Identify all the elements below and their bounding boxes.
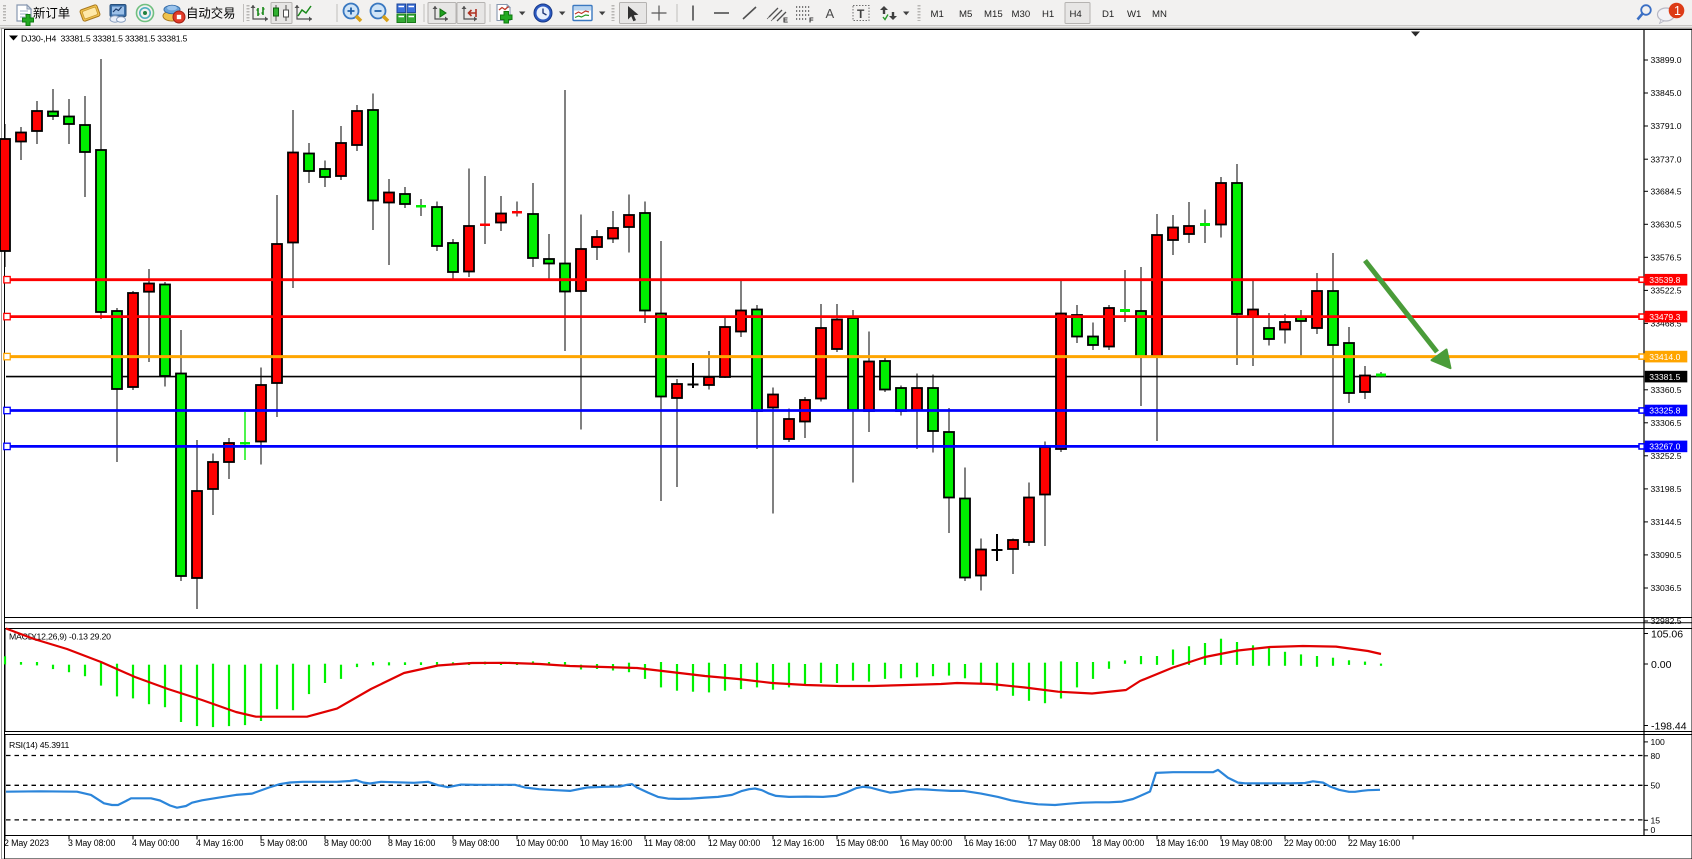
svg-text:17 May 08:00: 17 May 08:00 — [1028, 838, 1080, 848]
svg-text:33414.0: 33414.0 — [1649, 352, 1680, 362]
svg-text:33144.5: 33144.5 — [1651, 517, 1682, 527]
svg-text:自动交易: 自动交易 — [186, 6, 236, 21]
svg-text:33791.0: 33791.0 — [1651, 121, 1682, 131]
svg-text:4 May 16:00: 4 May 16:00 — [196, 838, 244, 848]
svg-text:F: F — [809, 16, 814, 25]
svg-text:33737.0: 33737.0 — [1651, 154, 1682, 164]
svg-text:33325.8: 33325.8 — [1649, 406, 1680, 416]
svg-text:80: 80 — [1651, 751, 1661, 761]
svg-text:33267.0: 33267.0 — [1649, 442, 1680, 452]
svg-text:33090.5: 33090.5 — [1651, 550, 1682, 560]
svg-text:18 May 16:00: 18 May 16:00 — [1156, 838, 1208, 848]
svg-text:11 May 08:00: 11 May 08:00 — [644, 838, 696, 848]
svg-text:33468.5: 33468.5 — [1651, 319, 1682, 329]
svg-text:1: 1 — [1674, 4, 1681, 18]
svg-text:MACD(12,26,9) -0.13 29.20: MACD(12,26,9) -0.13 29.20 — [9, 632, 111, 642]
svg-text:33522.5: 33522.5 — [1651, 286, 1682, 296]
svg-text:5 May 08:00: 5 May 08:00 — [260, 838, 308, 848]
svg-text:15 May 08:00: 15 May 08:00 — [836, 838, 888, 848]
svg-text:33360.5: 33360.5 — [1651, 385, 1682, 395]
svg-text:33036.5: 33036.5 — [1651, 583, 1682, 593]
svg-text:33630.5: 33630.5 — [1651, 220, 1682, 230]
svg-text:H4: H4 — [1070, 9, 1083, 20]
svg-text:33198.5: 33198.5 — [1651, 484, 1682, 494]
svg-text:33576.5: 33576.5 — [1651, 253, 1682, 263]
svg-text:4 May 00:00: 4 May 00:00 — [132, 838, 180, 848]
svg-text:33306.5: 33306.5 — [1651, 418, 1682, 428]
svg-text:33845.0: 33845.0 — [1651, 88, 1682, 98]
svg-text:33381.5: 33381.5 — [1649, 372, 1680, 382]
svg-text:-198.44: -198.44 — [1651, 721, 1687, 733]
svg-text:3 May 08:00: 3 May 08:00 — [68, 838, 116, 848]
svg-text:18 May 00:00: 18 May 00:00 — [1092, 838, 1144, 848]
svg-text:M1: M1 — [931, 9, 944, 20]
svg-text:MN: MN — [1152, 9, 1167, 20]
svg-text:22 May 00:00: 22 May 00:00 — [1284, 838, 1336, 848]
svg-text:10 May 16:00: 10 May 16:00 — [580, 838, 632, 848]
svg-text:32982.5: 32982.5 — [1651, 616, 1682, 626]
svg-text:33684.5: 33684.5 — [1651, 187, 1682, 197]
svg-text:T: T — [857, 7, 865, 21]
svg-text:105.06: 105.06 — [1651, 629, 1683, 641]
svg-text:100: 100 — [1651, 737, 1666, 747]
svg-text:33899.0: 33899.0 — [1651, 55, 1682, 65]
svg-text:M15: M15 — [984, 9, 1003, 20]
svg-text:50: 50 — [1651, 781, 1661, 791]
svg-text:12 May 00:00: 12 May 00:00 — [708, 838, 760, 848]
svg-text:0: 0 — [1651, 825, 1656, 835]
svg-text:9 May 08:00: 9 May 08:00 — [452, 838, 500, 848]
svg-text:2 May 2023: 2 May 2023 — [4, 838, 49, 848]
svg-text:8 May 00:00: 8 May 00:00 — [324, 838, 372, 848]
svg-text:22 May 16:00: 22 May 16:00 — [1348, 838, 1400, 848]
svg-text:0.00: 0.00 — [1651, 659, 1672, 671]
svg-text:M30: M30 — [1012, 9, 1031, 20]
svg-text:H1: H1 — [1042, 9, 1054, 20]
svg-text:新订单: 新订单 — [33, 6, 70, 21]
svg-text:16 May 16:00: 16 May 16:00 — [964, 838, 1016, 848]
svg-text:W1: W1 — [1127, 9, 1141, 20]
svg-text:33479.3: 33479.3 — [1649, 312, 1680, 322]
svg-text:D1: D1 — [1102, 9, 1114, 20]
svg-text:A: A — [826, 6, 835, 21]
svg-text:DJ30-,H4 33381.5 33381.5 3338: DJ30-,H4 33381.5 33381.5 33381.5 33381.5 — [21, 33, 188, 43]
svg-text:RSI(14) 45.3911: RSI(14) 45.3911 — [9, 740, 69, 750]
svg-text:10 May 00:00: 10 May 00:00 — [516, 838, 568, 848]
svg-text:33539.8: 33539.8 — [1649, 275, 1680, 285]
svg-text:E: E — [783, 16, 788, 25]
svg-text:15: 15 — [1651, 816, 1661, 826]
svg-text:33252.5: 33252.5 — [1651, 451, 1682, 461]
svg-text:8 May 16:00: 8 May 16:00 — [388, 838, 436, 848]
svg-text:M5: M5 — [959, 9, 972, 20]
svg-text:19 May 08:00: 19 May 08:00 — [1220, 838, 1272, 848]
svg-text:16 May 00:00: 16 May 00:00 — [900, 838, 952, 848]
svg-text:12 May 16:00: 12 May 16:00 — [772, 838, 824, 848]
